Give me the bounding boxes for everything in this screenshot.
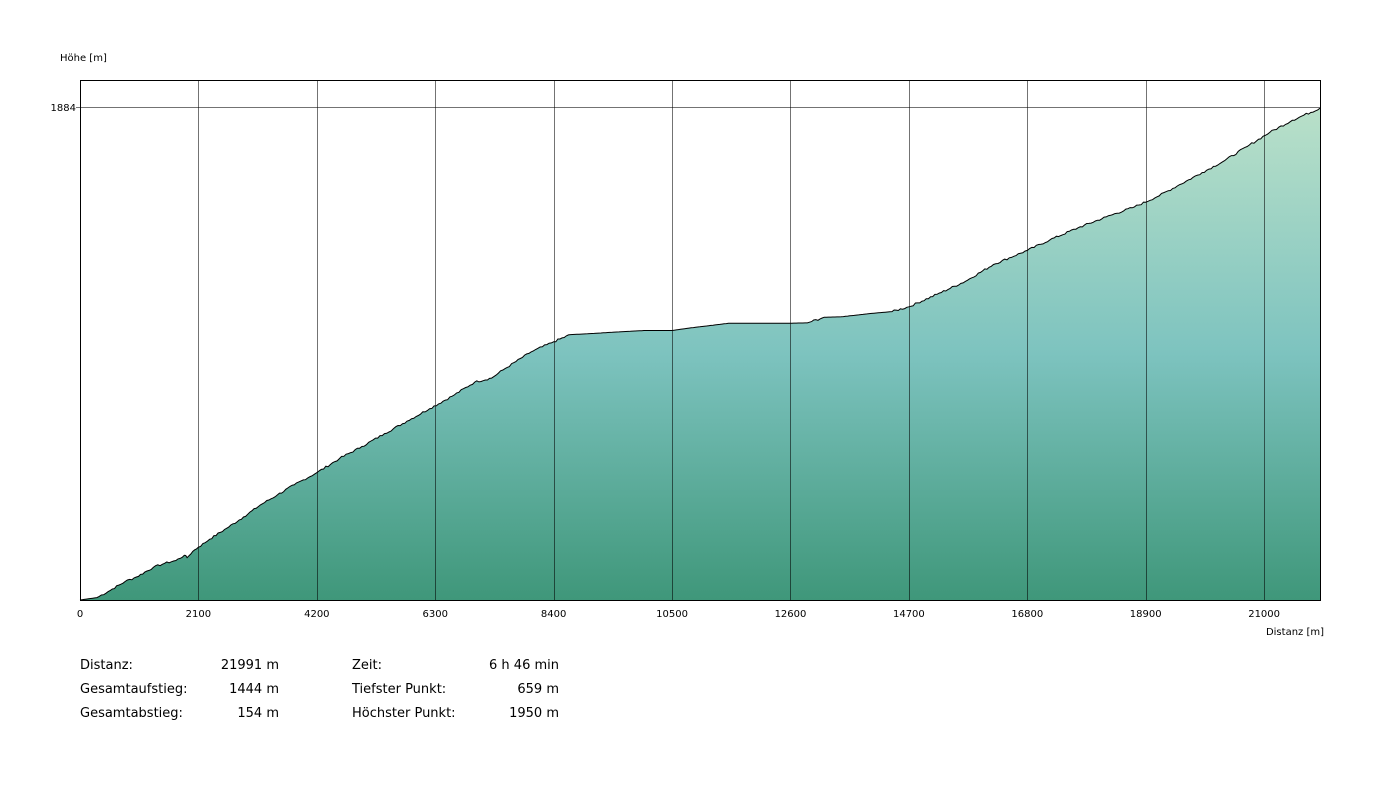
stat-total-descent-label: Gesamtabstieg: — [80, 706, 183, 721]
plot-frame — [80, 80, 1321, 601]
y-axis-label: Höhe [m] — [60, 53, 107, 64]
stat-distance-value: 21991 m — [220, 658, 279, 673]
stat-lowest-point-label: Tiefster Punkt: — [352, 682, 447, 697]
stat-lowest-point-value: 659 m — [517, 682, 559, 697]
x-tick-label: 16800 — [1011, 609, 1043, 620]
x-tick-label: 4200 — [304, 609, 329, 620]
x-tick-label: 0 — [77, 609, 83, 620]
stat-distance-label: Distanz: — [80, 658, 133, 673]
x-tick-label: 12600 — [775, 609, 807, 620]
x-tick-label: 10500 — [656, 609, 688, 620]
x-axis-label: Distanz [m] — [1266, 627, 1324, 638]
x-tick-label: 18900 — [1130, 609, 1162, 620]
stat-highest-point-label: Höchster Punkt: — [352, 706, 456, 721]
y-axis-ticks: 1884 — [51, 103, 76, 114]
elevation-profile-chart: Höhe [m] 0 2100 4200 6300 8400 10500 12600 1470… — [51, 53, 1325, 638]
stat-total-ascent-label: Gesamtaufstieg: — [80, 682, 188, 697]
stat-highest-point-value: 1950 m — [509, 706, 559, 721]
y-tick-label: 1884 — [51, 103, 76, 114]
grid-lines — [76, 80, 1320, 600]
stat-time-value: 6 h 46 min — [489, 658, 559, 673]
stat-total-ascent-value: 1444 m — [229, 682, 279, 697]
x-tick-label: 6300 — [423, 609, 448, 620]
x-tick-label: 14700 — [893, 609, 925, 620]
elevation-area — [80, 108, 1320, 600]
elevation-line — [79, 107, 1321, 601]
x-tick-label: 8400 — [541, 609, 566, 620]
x-tick-label: 21000 — [1248, 609, 1280, 620]
x-tick-label: 2100 — [186, 609, 211, 620]
stat-total-descent-value: 154 m — [237, 706, 279, 721]
x-axis-ticks: 0 2100 4200 6300 8400 10500 12600 14700 16800 189… — [77, 609, 1280, 620]
stat-time-label: Zeit: — [352, 658, 382, 673]
plot-area — [76, 80, 1321, 601]
